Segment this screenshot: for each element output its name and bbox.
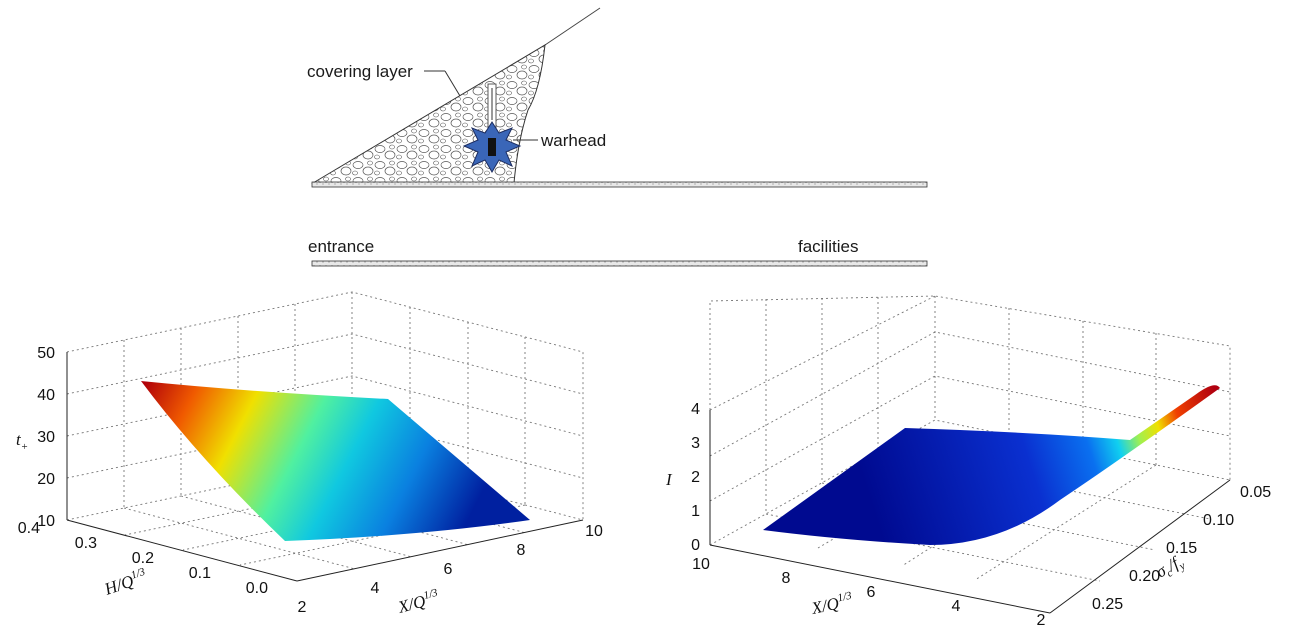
chart-left: 10 20 30 40 50 0.0 0.1 0.2 0.3 0.4 2 4 6 8 10 t+ H/Q1/… <box>16 291 603 617</box>
right-y-tick: 0.25 <box>1092 596 1123 613</box>
right-x-axis-label: X/Q1/3 <box>809 590 855 618</box>
left-y-tick: 0.2 <box>132 550 154 567</box>
left-y-axis-label: H/Q1/3 <box>101 566 150 600</box>
covering-layer-label: covering layer <box>307 62 413 81</box>
left-y-tick: 0.0 <box>246 580 268 597</box>
bottom-slab <box>311 260 928 267</box>
left-x-tick: 8 <box>517 542 526 559</box>
slope-line <box>544 7 601 46</box>
left-z-tick: 40 <box>37 387 55 404</box>
right-y-tick: 0.20 <box>1129 568 1160 585</box>
left-x-tick: 10 <box>585 523 603 540</box>
right-x-tick: 2 <box>1037 612 1046 628</box>
right-z-tick: 1 <box>691 503 700 520</box>
left-z-tick: 50 <box>37 345 55 362</box>
left-surface <box>141 381 530 541</box>
left-y-tick: 0.1 <box>189 565 211 582</box>
right-surface <box>763 385 1220 545</box>
right-z-axis-label: I <box>665 470 673 489</box>
entrance-label: entrance <box>308 237 374 256</box>
left-y-tick: 0.3 <box>75 535 97 552</box>
warhead-body <box>488 138 496 156</box>
right-x-tick: 8 <box>782 570 791 587</box>
tunnel-schematic: covering layer warhead entrance faciliti… <box>307 7 928 267</box>
right-x-tick: 6 <box>867 584 876 601</box>
left-x-tick: 6 <box>444 561 453 578</box>
left-z-tick: 30 <box>37 429 55 446</box>
left-z-tick: 20 <box>37 471 55 488</box>
right-y-tick: 0.15 <box>1166 540 1197 557</box>
left-x-tick: 4 <box>371 580 380 597</box>
right-y-tick: 0.05 <box>1240 484 1271 501</box>
left-x-tick: 2 <box>298 599 307 616</box>
right-tick-labels: 0 1 2 3 4 10 8 6 4 2 0.05 0.10 0.15 0.20 0.25 <box>691 401 1271 628</box>
right-x-tick: 10 <box>692 556 710 573</box>
left-tick-labels: 10 20 30 40 50 0.0 0.1 0.2 0.3 0.4 2 4 6 8 10 <box>18 345 603 616</box>
right-z-tick: 0 <box>691 537 700 554</box>
right-z-tick: 4 <box>691 401 700 418</box>
right-z-tick: 2 <box>691 469 700 486</box>
left-z-axis-label: t+ <box>16 430 28 453</box>
warhead-label: warhead <box>540 131 606 150</box>
right-z-tick: 3 <box>691 435 700 452</box>
right-x-tick: 4 <box>952 598 961 615</box>
left-x-axis-label: X/Q1/3 <box>395 587 442 617</box>
left-y-tick: 0.4 <box>18 520 40 537</box>
left-z-tick: 10 <box>37 513 55 530</box>
chart-right: 0 1 2 3 4 10 8 6 4 2 0.05 0.10 0.15 0.20 0.25 I X/Q1/3… <box>665 295 1271 628</box>
facilities-label: facilities <box>798 237 858 256</box>
top-slab <box>311 181 928 188</box>
right-y-tick: 0.10 <box>1203 512 1234 529</box>
